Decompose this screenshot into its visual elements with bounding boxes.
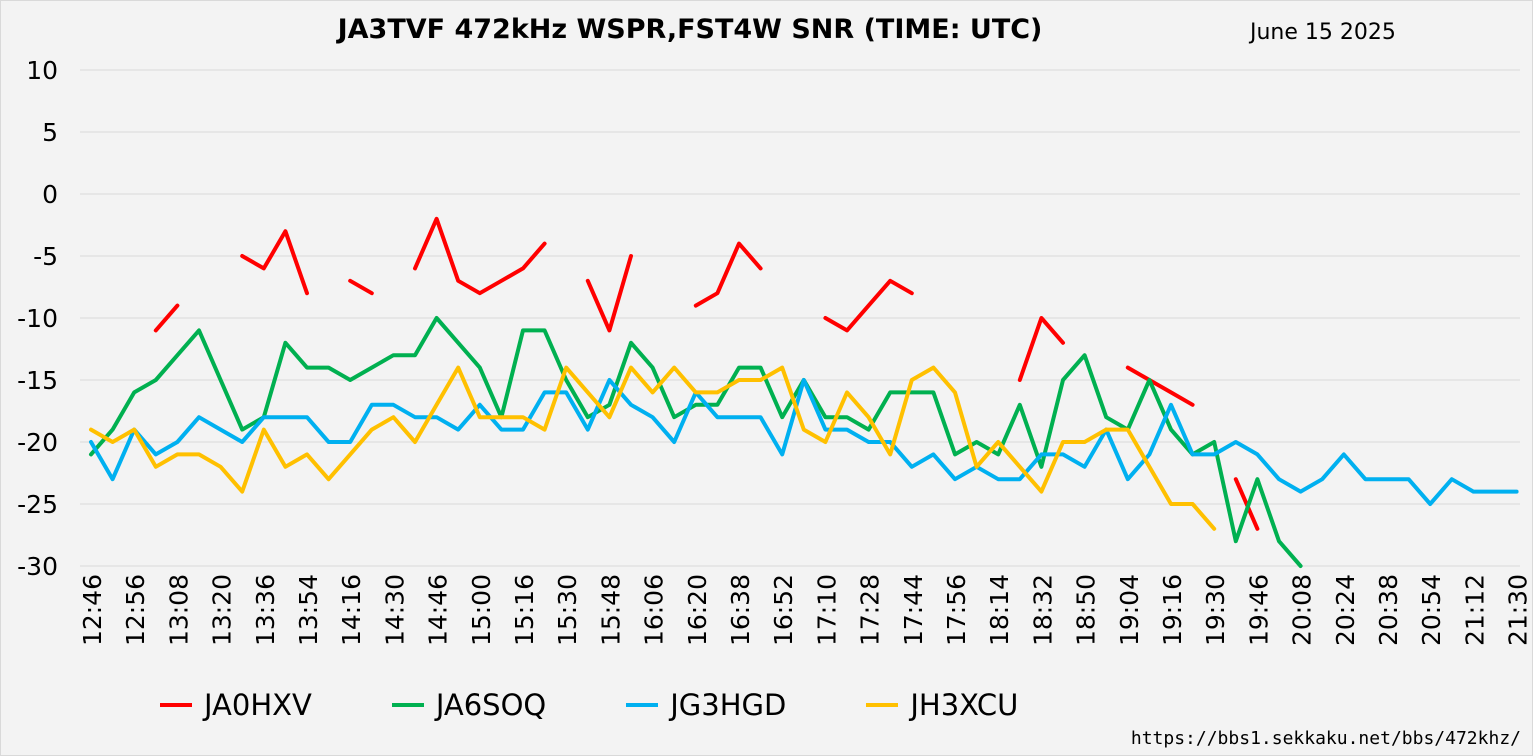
legend-item-jg3hgd: JG3HGD <box>626 688 786 722</box>
legend-label-ja0hxv: JA0HXV <box>204 688 312 722</box>
x-tick-label: 14:30 <box>380 574 409 646</box>
y-tick-label: -5 <box>33 242 58 271</box>
x-tick-label: 14:16 <box>337 574 366 646</box>
x-tick-label: 19:46 <box>1244 574 1273 646</box>
x-tick-label: 16:06 <box>640 574 669 646</box>
source-url: https://bbs1.sekkaku.net/bbs/472khz/ <box>1130 728 1521 749</box>
x-tick-label: 12:56 <box>121 574 150 646</box>
y-tick-label: 5 <box>42 118 58 147</box>
x-tick-label: 19:30 <box>1201 574 1230 646</box>
x-tick-label: 21:30 <box>1504 574 1533 646</box>
x-tick-label: 15:16 <box>510 574 539 646</box>
legend-label-jh3xcu: JH3XCU <box>910 688 1019 722</box>
legend-swatch-jh3xcu <box>866 703 899 707</box>
y-tick-label: -15 <box>17 366 58 395</box>
x-tick-label: 18:14 <box>985 574 1014 646</box>
x-tick-label: 18:32 <box>1028 574 1057 646</box>
legend-label-jg3hgd: JG3HGD <box>670 688 787 722</box>
x-tick-label: 19:04 <box>1115 574 1144 646</box>
legend-item-ja6soq: JA6SOQ <box>391 688 547 722</box>
y-tick-label: 10 <box>26 56 58 85</box>
y-axis-ticks: 10 5 0 -5 -10 -15 -20 -25 -30 <box>17 56 58 581</box>
legend-label-ja6soq: JA6SOQ <box>435 688 547 722</box>
legend-swatch-ja6soq <box>391 703 424 707</box>
x-tick-label: 13:54 <box>294 574 323 646</box>
legend-item-ja0hxv: JA0HXV <box>160 688 312 722</box>
x-tick-label: 16:38 <box>726 574 755 646</box>
x-tick-label: 17:56 <box>942 574 971 646</box>
series-line-jh3xcu <box>89 365 1217 531</box>
y-tick-label: -25 <box>17 490 58 519</box>
y-tick-label: -30 <box>17 552 58 581</box>
x-tick-label: 17:10 <box>812 574 841 646</box>
legend-item-jh3xcu: JH3XCU <box>866 688 1018 722</box>
x-tick-label: 20:38 <box>1374 574 1403 646</box>
x-tick-label: 20:54 <box>1417 574 1446 646</box>
x-tick-label: 20:24 <box>1331 574 1360 646</box>
y-tick-label: -10 <box>17 304 58 333</box>
chart-title: JA3TVF 472kHz WSPR,FST4W SNR (TIME: UTC) <box>337 14 1043 45</box>
gridlines <box>80 69 1520 567</box>
x-tick-label: 18:50 <box>1072 574 1101 646</box>
y-tick-label: -20 <box>17 428 58 457</box>
y-tick-label: 0 <box>42 180 58 209</box>
x-tick-label: 15:30 <box>553 574 582 646</box>
chart-date: June 15 2025 <box>1250 20 1396 45</box>
x-tick-label: 13:08 <box>164 574 193 646</box>
series-lines <box>89 216 1519 568</box>
legend-swatch-ja0hxv <box>160 703 192 707</box>
legend: JA0HXV JA6SOQ JG3HGD JH3XCU <box>160 688 1098 722</box>
x-tick-label: 17:44 <box>899 574 928 646</box>
legend-swatch-jg3hgd <box>626 703 659 707</box>
x-tick-label: 14:46 <box>424 574 453 646</box>
x-tick-label: 16:20 <box>683 574 712 646</box>
series-line-jg3hgd <box>89 378 1519 506</box>
x-tick-label: 17:28 <box>856 574 885 646</box>
x-tick-label: 20:08 <box>1288 574 1317 646</box>
x-tick-label: 13:20 <box>208 574 237 646</box>
x-tick-label: 19:16 <box>1158 574 1187 646</box>
x-tick-label: 12:46 <box>78 574 107 646</box>
x-tick-label: 16:52 <box>769 574 798 646</box>
x-tick-label: 13:36 <box>251 574 280 646</box>
x-tick-label: 15:00 <box>467 574 496 646</box>
x-tick-label: 15:48 <box>596 574 625 646</box>
series-line-ja0hxv <box>153 216 1260 531</box>
x-axis-ticks: 12:46 12:56 13:08 13:20 13:36 13:54 14:16 14:30… <box>78 574 1533 646</box>
x-tick-label: 21:12 <box>1460 574 1489 646</box>
series-line-ja6soq <box>89 316 1303 568</box>
